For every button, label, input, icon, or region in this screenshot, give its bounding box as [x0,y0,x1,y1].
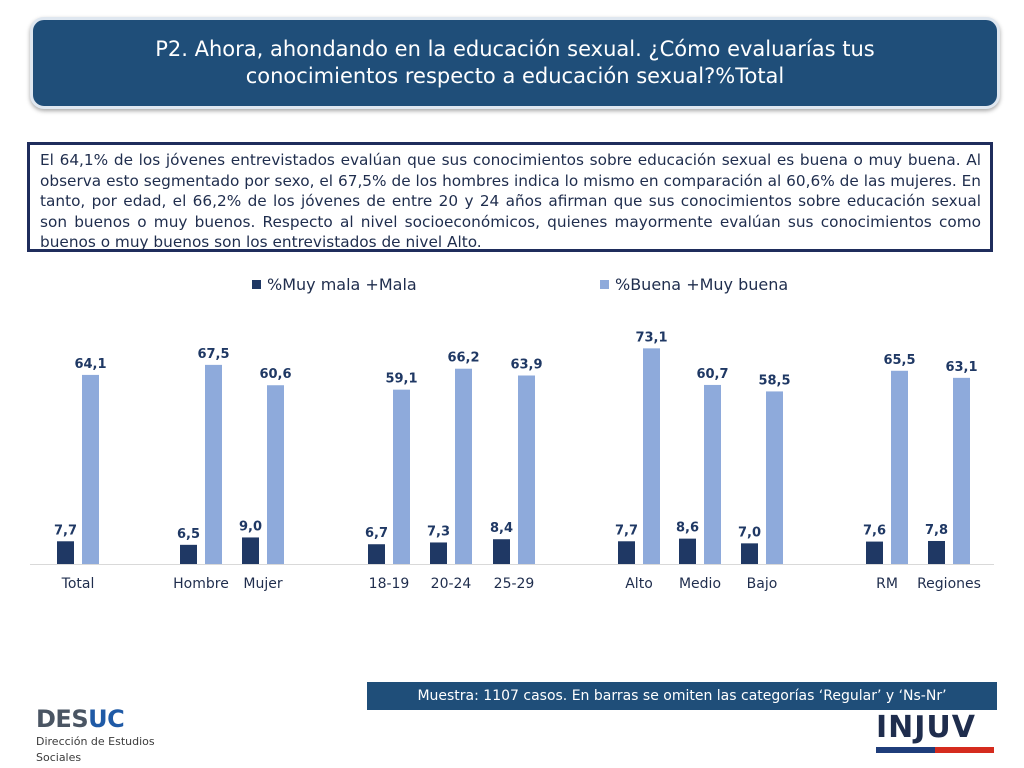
sample-note-text: Muestra: 1107 casos. En barras se omiten… [417,688,947,704]
tick-label-medio: Medio [679,576,721,592]
legend-label-buena: %Buena +Muy buena [615,275,789,294]
bar-mala-20-24 [430,542,447,564]
tick-label-regiones: Regiones [917,576,981,592]
bar-buena-medio [704,384,721,564]
bar-mala-alto [618,541,635,564]
bar-buena-25-29 [518,375,535,564]
desuc-logo-sub-2: Sociales [36,751,82,764]
bar-mala-bajo [741,543,758,564]
tick-label-mujer: Mujer [243,576,282,592]
data-label-buena-bajo: 58,5 [758,373,790,388]
bar-buena-total [82,374,99,564]
tick-label-bajo: Bajo [747,576,778,592]
tick-label-25-29: 25-29 [494,576,535,592]
chart-legend: %Muy mala +Mala %Buena +Muy buena [0,275,1024,297]
data-label-buena-25-29: 63,9 [510,357,542,372]
summary-box: El 64,1% de los jóvenes entrevistados ev… [27,142,993,252]
bar-buena-regiones [953,377,970,564]
bar-buena-hombre [205,364,222,564]
sample-note: Muestra: 1107 casos. En barras se omiten… [367,682,997,710]
bar-buena-bajo [766,391,783,564]
desuc-logo-brand: DESUC [36,705,155,733]
data-label-buena-rm: 65,5 [883,353,915,368]
bar-mala-medio [679,538,696,564]
data-label-mala-18-19: 6,7 [365,526,388,541]
desuc-logo-uc: UC [88,705,125,733]
bar-buena-18-19 [393,389,410,564]
tick-label-hombre: Hombre [173,576,229,592]
tick-label-total: Total [61,576,95,592]
bar-chart: 7,7 64,1 Total 6,5 67,5 Hombre 9,0 60,6 Mujer 6,7… [30,330,994,592]
bar-mala-mujer [242,537,259,564]
legend-swatch-mala [252,280,261,289]
page-title: P2. Ahora, ahondando en la educación sex… [155,37,875,88]
data-label-buena-regiones: 63,1 [945,360,977,375]
injuv-logo: INJUV [876,712,994,753]
tick-label-20-24: 20-24 [431,576,472,592]
legend-item-mala: %Muy mala +Mala [252,275,417,294]
data-label-mala-hombre: 6,5 [177,527,200,542]
bar-buena-20-24 [455,368,472,564]
bar-mala-rm [866,541,883,564]
data-label-buena-alto: 73,1 [635,330,667,345]
bar-mala-25-29 [493,539,510,564]
bar-buena-alto [643,348,660,564]
tick-label-alto: Alto [625,576,653,592]
bar-mala-total [57,541,74,564]
bar-mala-hombre [180,544,197,564]
data-label-mala-25-29: 8,4 [490,521,513,536]
bar-buena-rm [891,370,908,564]
desuc-logo-sub-1: Dirección de Estudios [36,735,155,748]
bar-buena-mujer [267,385,284,564]
summary-text: El 64,1% de los jóvenes entrevistados ev… [40,151,981,251]
data-label-buena-medio: 60,7 [696,367,728,382]
data-label-mala-rm: 7,6 [863,524,886,539]
data-label-mala-bajo: 7,0 [738,525,761,540]
bar-mala-regiones [928,540,945,564]
legend-item-buena: %Buena +Muy buena [600,275,788,294]
data-label-buena-total: 64,1 [74,357,106,372]
tick-label-rm: RM [876,576,898,592]
data-label-buena-18-19: 59,1 [385,372,417,387]
data-label-mala-regiones: 7,8 [925,523,948,538]
data-label-mala-alto: 7,7 [615,523,638,538]
title-banner: P2. Ahora, ahondando en la educación sex… [30,17,1000,109]
injuv-logo-word: INJUV [876,710,977,745]
legend-swatch-buena [600,280,609,289]
data-label-mala-mujer: 9,0 [239,519,262,534]
data-label-mala-medio: 8,6 [676,521,699,536]
legend-label-mala: %Muy mala +Mala [267,275,417,294]
desuc-logo-des: DES [36,705,89,733]
data-label-mala-20-24: 7,3 [427,524,450,539]
data-label-buena-20-24: 66,2 [447,351,479,366]
data-label-buena-mujer: 60,6 [259,367,291,382]
injuv-logo-flag [876,747,994,753]
bar-mala-18-19 [368,544,385,564]
data-label-mala-total: 7,7 [54,523,77,538]
tick-label-18-19: 18-19 [369,576,410,592]
data-label-buena-hombre: 67,5 [197,347,229,362]
desuc-logo: DESUC Dirección de Estudios Sociales [36,705,155,765]
